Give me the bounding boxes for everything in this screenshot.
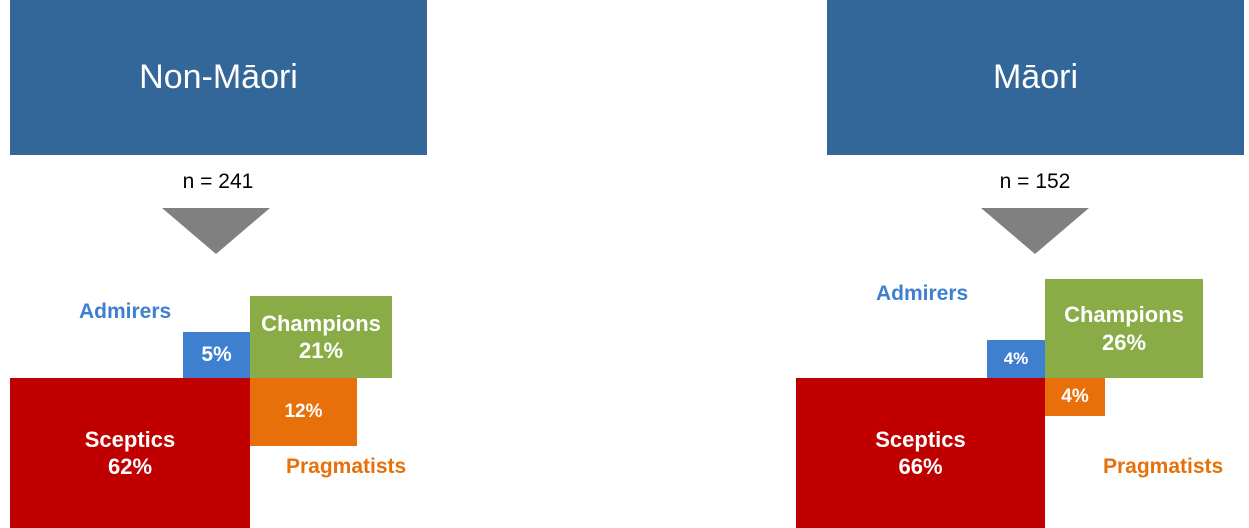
- right-down-arrow-icon: [981, 208, 1089, 254]
- left-pragmatists-pct: 12%: [284, 401, 323, 423]
- left-pragmatists-block: 12%: [250, 378, 357, 446]
- left-sceptics-pct: 62%: [107, 454, 153, 479]
- right-champions-pct: 26%: [1101, 329, 1147, 355]
- left-pragmatists-label: Pragmatists: [286, 455, 407, 478]
- right-champions-block: Champions 26%: [1045, 279, 1203, 378]
- right-pragmatists-pct: 4%: [1061, 386, 1089, 408]
- left-champions-block: Champions 21%: [250, 296, 392, 378]
- right-sceptics-block: Sceptics 66%: [796, 378, 1045, 528]
- left-admirers-block: 5%: [183, 332, 250, 378]
- left-sample-size: n = 241: [182, 170, 254, 193]
- right-sceptics-pct: 66%: [898, 454, 943, 479]
- left-group-title: Non-Māori: [139, 58, 298, 96]
- right-admirers-label: Admirers: [876, 282, 969, 305]
- left-sceptics-label: Sceptics: [84, 426, 176, 452]
- left-champions-pct: 21%: [298, 338, 344, 363]
- right-admirers-block: 4%: [987, 340, 1045, 378]
- right-sceptics-label: Sceptics: [875, 426, 966, 452]
- right-pragmatists-block: 4%: [1045, 378, 1105, 416]
- left-down-arrow-icon: [162, 208, 270, 254]
- right-group-header: Māori: [827, 0, 1244, 155]
- left-sceptics-block: Sceptics 62%: [10, 378, 250, 528]
- left-champions-label: Champions: [261, 310, 381, 336]
- right-group-title: Māori: [992, 58, 1079, 96]
- left-group-header: Non-Māori: [10, 0, 427, 155]
- right-sample-size: n = 152: [999, 170, 1071, 193]
- right-admirers-pct: 4%: [1003, 349, 1029, 369]
- left-admirers-label: Admirers: [79, 300, 172, 323]
- right-champions-label: Champions: [1064, 302, 1184, 327]
- right-pragmatists-label: Pragmatists: [1103, 455, 1224, 478]
- left-admirers-pct: 5%: [201, 342, 232, 366]
